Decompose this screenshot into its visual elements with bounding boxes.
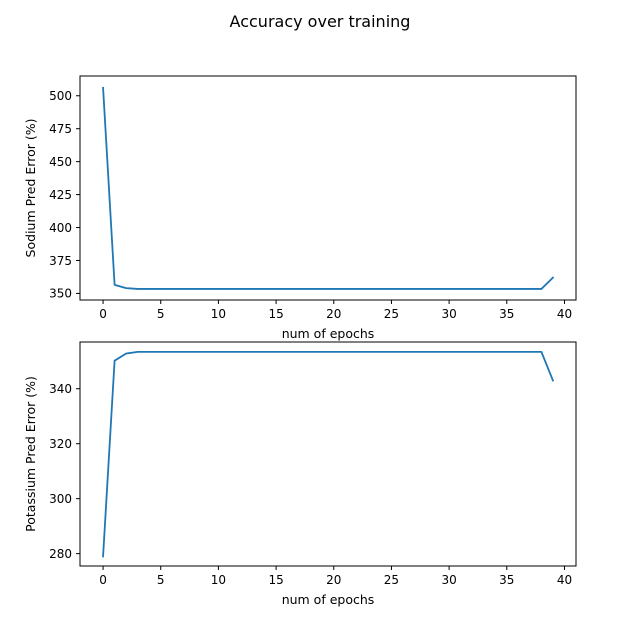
sodium-y-axis-label: Sodium Pred Error (%) bbox=[23, 119, 38, 258]
sodium-x-tick-label: 35 bbox=[499, 307, 514, 321]
potassium-x-tick-label: 5 bbox=[157, 573, 165, 587]
potassium-y-tick-label: 320 bbox=[49, 437, 72, 451]
sodium-x-tick-label: 0 bbox=[99, 307, 107, 321]
potassium-y-tick-label: 340 bbox=[49, 382, 72, 396]
potassium-x-tick-label: 10 bbox=[211, 573, 226, 587]
potassium-y-tick-label: 300 bbox=[49, 492, 72, 506]
potassium-x-tick-label: 30 bbox=[441, 573, 456, 587]
sodium-y-tick-label: 450 bbox=[49, 155, 72, 169]
sodium-y-tick-label: 400 bbox=[49, 221, 72, 235]
potassium-y-axis-label: Potassium Pred Error (%) bbox=[23, 376, 38, 532]
sodium-axes-frame bbox=[79, 75, 577, 301]
sodium-y-tick-label: 350 bbox=[49, 287, 72, 301]
sodium-x-tick-label: 40 bbox=[557, 307, 572, 321]
potassium-x-tick-label: 35 bbox=[499, 573, 514, 587]
potassium-x-tick-label: 0 bbox=[99, 573, 107, 587]
sodium-x-tick-label: 30 bbox=[441, 307, 456, 321]
potassium-x-axis-label: num of epochs bbox=[282, 592, 375, 607]
sodium-x-tick-label: 5 bbox=[157, 307, 165, 321]
sodium-y-tick-label: 375 bbox=[49, 254, 72, 268]
sodium-error-plot: 0 5 10 15 20 25 30 35 40 350 375 400 425 450 475 500 num… bbox=[23, 75, 577, 341]
sodium-series-line bbox=[102, 86, 555, 290]
sodium-x-tick-label: 25 bbox=[384, 307, 399, 321]
potassium-axes-frame bbox=[79, 341, 577, 567]
potassium-error-plot: 0 5 10 15 20 25 30 35 40 280 300 320 340 num of epoch… bbox=[23, 341, 577, 607]
potassium-x-tick-label: 40 bbox=[557, 573, 572, 587]
potassium-x-tick-label: 15 bbox=[268, 573, 283, 587]
potassium-series-line bbox=[102, 350, 555, 558]
potassium-y-tick-label: 280 bbox=[49, 547, 72, 561]
figure-title: Accuracy over training bbox=[230, 12, 411, 31]
sodium-x-tick-label: 15 bbox=[268, 307, 283, 321]
sodium-y-tick-label: 500 bbox=[49, 89, 72, 103]
potassium-x-tick-label: 25 bbox=[384, 573, 399, 587]
sodium-x-axis-label: num of epochs bbox=[282, 326, 375, 341]
sodium-y-tick-label: 475 bbox=[49, 122, 72, 136]
sodium-x-tick-label: 20 bbox=[326, 307, 341, 321]
potassium-x-tick-label: 20 bbox=[326, 573, 341, 587]
sodium-y-tick-label: 425 bbox=[49, 188, 72, 202]
sodium-x-tick-label: 10 bbox=[211, 307, 226, 321]
